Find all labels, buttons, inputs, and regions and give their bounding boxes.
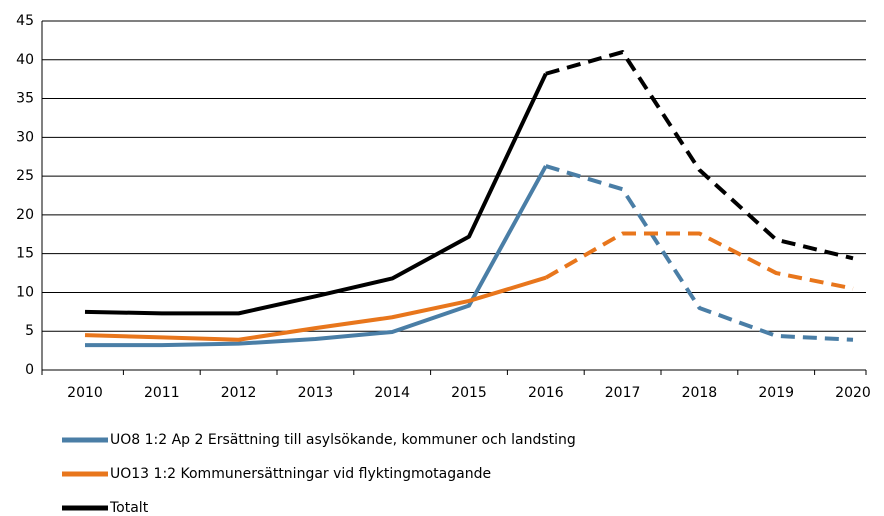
- line: [84, 275, 547, 342]
- line: [85, 165, 548, 348]
- x-tick-label: 2010: [67, 385, 103, 401]
- y-tick-label: 15: [16, 246, 34, 262]
- y-tick-label: 35: [16, 91, 34, 107]
- x-tick-label: 2019: [758, 385, 794, 401]
- x-tick-label: 2017: [605, 385, 641, 401]
- y-tick-label: 10: [16, 284, 34, 300]
- y-tick-label: 45: [16, 13, 34, 29]
- y-tick-label: 30: [16, 129, 34, 145]
- line-dashed: [545, 164, 854, 342]
- legend-label: Totalt: [109, 500, 149, 516]
- y-tick-label: 25: [16, 168, 34, 184]
- y-tick-label: 0: [25, 362, 34, 378]
- x-tick-label: 2013: [298, 385, 334, 401]
- x-tick-label: 2015: [451, 385, 487, 401]
- legend-label: UO8 1:2 Ap 2 Ersättning till asylsökande…: [110, 432, 576, 448]
- x-tick-label: 2014: [374, 385, 410, 401]
- y-tick-label: 20: [16, 207, 34, 223]
- x-tick-label: 2020: [835, 385, 871, 401]
- line: [84, 72, 548, 316]
- y-tick-label: 40: [16, 52, 34, 68]
- x-tick-label: 2012: [221, 385, 257, 401]
- x-tick-label: 2016: [528, 385, 564, 401]
- line-dashed: [545, 50, 854, 261]
- x-tick-label: 2011: [144, 385, 180, 401]
- line-dashed: [544, 231, 854, 291]
- y-tick-label: 5: [25, 323, 34, 339]
- legend-label: UO13 1:2 Kommunersättningar vid flykting…: [110, 466, 491, 482]
- x-tick-label: 2018: [682, 385, 718, 401]
